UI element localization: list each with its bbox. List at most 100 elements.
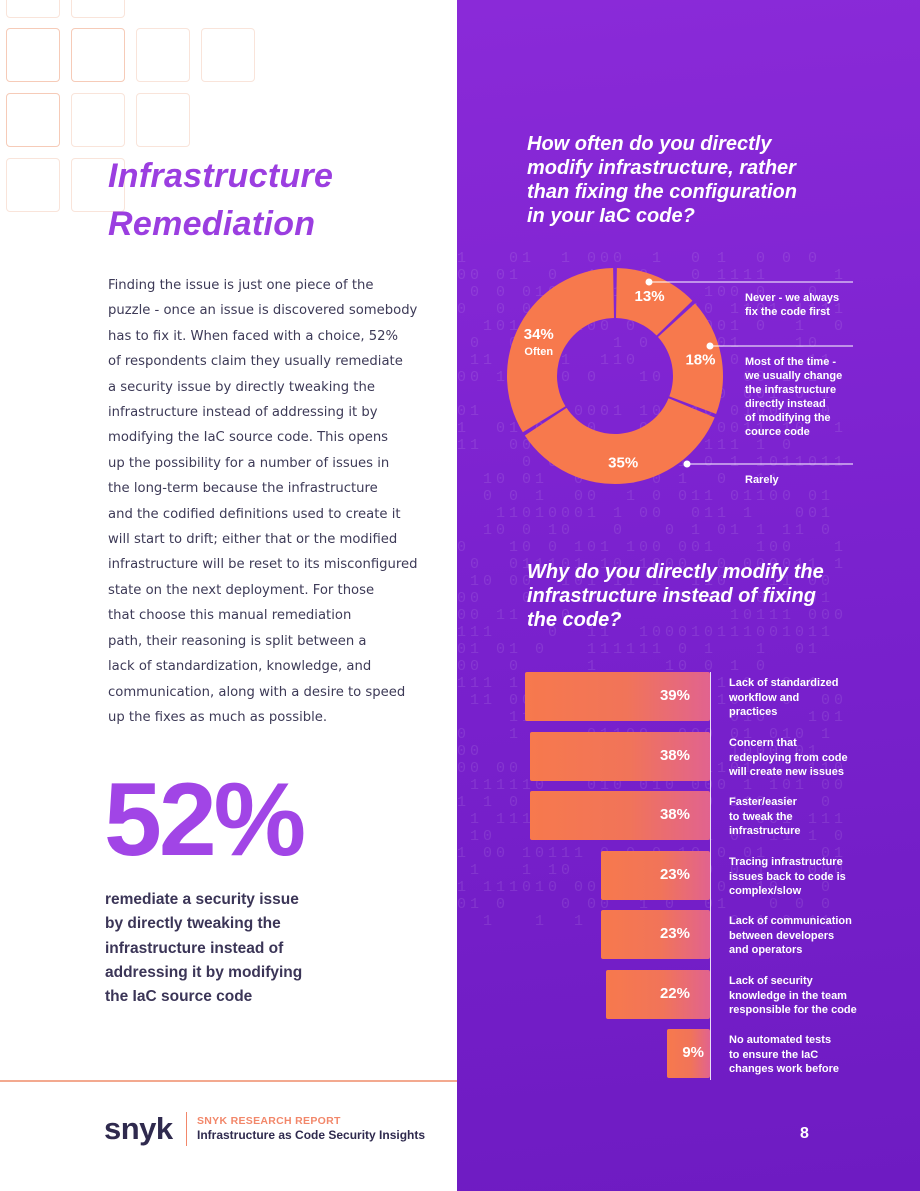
bar-value-label: 38% (659, 747, 690, 764)
slice-legend-label: fix the code first (745, 306, 830, 318)
body-paragraph: Finding the issue is just one piece of t… (108, 273, 418, 730)
bar-category-label-line: issues back to code is (729, 870, 846, 883)
decor-square (6, 158, 60, 212)
body-text-line: a security issue by directly tweaking th… (108, 379, 375, 395)
slice-often-label: Often (524, 346, 553, 358)
bar: 23% (601, 851, 710, 900)
slice-legend-label: Rarely (745, 474, 780, 486)
slice-legend-label: Never - we always (745, 292, 839, 304)
bar: 23% (601, 910, 710, 959)
body-text-line: has to fix it. When faced with a choice,… (108, 328, 399, 344)
title-line-2: Remediation (108, 205, 316, 243)
snyk-logo: snyk (104, 1111, 173, 1146)
slice-most-of-the-time (657, 303, 723, 414)
slice-often (507, 268, 614, 433)
bar-category-label-line: Concern that (729, 737, 797, 749)
body-text-line: the long-term because the infrastructure (108, 481, 378, 497)
slice-legend-label: the infrastructure (745, 384, 836, 396)
bar-category-label-line: Lack of communication (729, 915, 852, 927)
bar-category-label-line: responsible for the code (729, 1004, 857, 1016)
bar-category-label: Concern that redeploying from code will cr… (729, 736, 879, 780)
decor-square (6, 0, 60, 18)
bar-category-label: No automated tests to ensure the IaC chang… (729, 1033, 879, 1077)
left-panel: Infrastructure Remediation Finding the i… (0, 0, 457, 1191)
body-text-line: infrastructure instead of addressing it … (108, 405, 378, 421)
body-text-line: puzzle - once an issue is discovered som… (108, 303, 418, 319)
bar-question-line: infrastructure instead of fixing (527, 585, 816, 607)
bar-category-label-line: Tracing infrastructure (729, 856, 843, 868)
bar-value-label: 9% (682, 1044, 704, 1061)
bar-category-label: Lack of standardized workflow and practice… (729, 676, 879, 720)
bar-category-label-line: redeploying from code (729, 751, 848, 764)
body-text-line: and the codified definitions used to cre… (108, 506, 401, 522)
bar-category-label-line: Lack of security (729, 975, 813, 987)
bar-chart-question: Why do you directly modify the infrastruc… (527, 560, 867, 632)
decor-square (136, 93, 190, 147)
donut-question-line: than fixing the configuration (527, 181, 797, 203)
bar-value-label: 39% (659, 687, 690, 704)
bar-category-label-line: complex/slow (729, 885, 802, 897)
slice-percent-label: 13% (635, 288, 665, 305)
bar-value-label: 23% (659, 925, 690, 942)
stat-desc-line: remediate a security issue (105, 891, 299, 908)
slice-legend-label: cource code (745, 426, 810, 438)
bar: 9% (667, 1029, 710, 1078)
body-text-line: infrastructure will be reset to its misc… (108, 557, 418, 573)
decor-square (71, 0, 125, 18)
slice-rarely (524, 398, 715, 484)
slice-never (616, 268, 693, 336)
bar-value-label: 38% (659, 806, 690, 823)
bar-category-label-line: No automated tests (729, 1034, 832, 1046)
footer-divider (0, 1080, 457, 1082)
bar: 38% (530, 732, 710, 781)
stat-desc-line: the IaC source code (105, 988, 253, 1006)
body-text-line: of respondents claim they usually remedi… (108, 354, 403, 370)
bar-chart-axis-line (710, 672, 711, 1080)
bar-category-label-line: Lack of standardized (729, 677, 839, 689)
body-text-line: state on the next deployment. For those (108, 582, 375, 598)
body-text-line: lack of standardization, knowledge, and (108, 659, 372, 675)
slice-legend-label: we usually change (744, 370, 842, 382)
decor-square (6, 93, 60, 147)
bar-category-label-line: Faster/easier (729, 796, 797, 808)
donut-question-line: in your IaC code? (527, 205, 695, 227)
report-label: SNYK RESEARCH REPORT (197, 1115, 341, 1127)
decor-square (71, 93, 125, 147)
bar-category-label-line: workflow and (729, 691, 800, 704)
bar-question-line: Why do you directly modify the (527, 561, 824, 583)
bar-category-label: Lack of communication between developers a… (729, 914, 879, 958)
report-title: Infrastructure as Code Security Insights (197, 1128, 426, 1142)
title-line-1: Infrastructure (108, 157, 334, 195)
donut-question-line: modify infrastructure, rather (527, 157, 796, 179)
page-title: Infrastructure Remediation (108, 152, 333, 248)
bar-category-label-line: knowledge in the team (729, 989, 847, 1002)
body-text-line: Finding the issue is just one piece of t… (108, 278, 374, 293)
body-text-line: up the possibility for a number of issue… (108, 455, 390, 471)
slice-percent-label: 34% (524, 326, 554, 343)
slice-legend-label: of modifying the (745, 412, 831, 424)
logo-divider (186, 1112, 187, 1146)
stat-desc-line: by directly tweaking the (105, 915, 281, 933)
bar-category-label: Tracing infrastructure issues back to cod… (729, 855, 879, 899)
page-number: 8 (800, 1125, 809, 1142)
bar-value-label: 23% (659, 866, 690, 883)
bar-category-label-line: to tweak the (729, 810, 793, 823)
body-text-line: modifying the IaC source code. This open… (108, 430, 389, 446)
bar-category-label-line: infrastructure (729, 825, 801, 837)
donut-chart: 13% 18% 35% 34% Often Never - we always fix th… (507, 268, 853, 486)
right-panel: 1 01 1 000 1 0 1 0 0 0 00 01 0 10 00 0 1… (457, 0, 920, 1191)
decor-square (71, 158, 125, 212)
slice-legend-label: directly instead (745, 398, 826, 410)
slice-legend-label: Most of the time - (745, 356, 836, 368)
big-stat-description: remediate a security issue by directly tw… (105, 888, 345, 1009)
decor-square (136, 28, 190, 82)
decor-square (201, 28, 255, 82)
donut-question-line: How often do you directly (527, 133, 772, 155)
donut-chart-question: How often do you directly modify infrastr… (527, 132, 847, 228)
bar-category-label-line: between developers (729, 929, 835, 942)
big-stat: 52% (104, 762, 306, 878)
bar-category-label-line: and operators (729, 944, 803, 956)
slice-percent-label: 35% (608, 455, 638, 472)
bar-category-label-line: will create new issues (729, 766, 844, 778)
body-text-line: path, their reasoning is split between a (108, 633, 367, 649)
